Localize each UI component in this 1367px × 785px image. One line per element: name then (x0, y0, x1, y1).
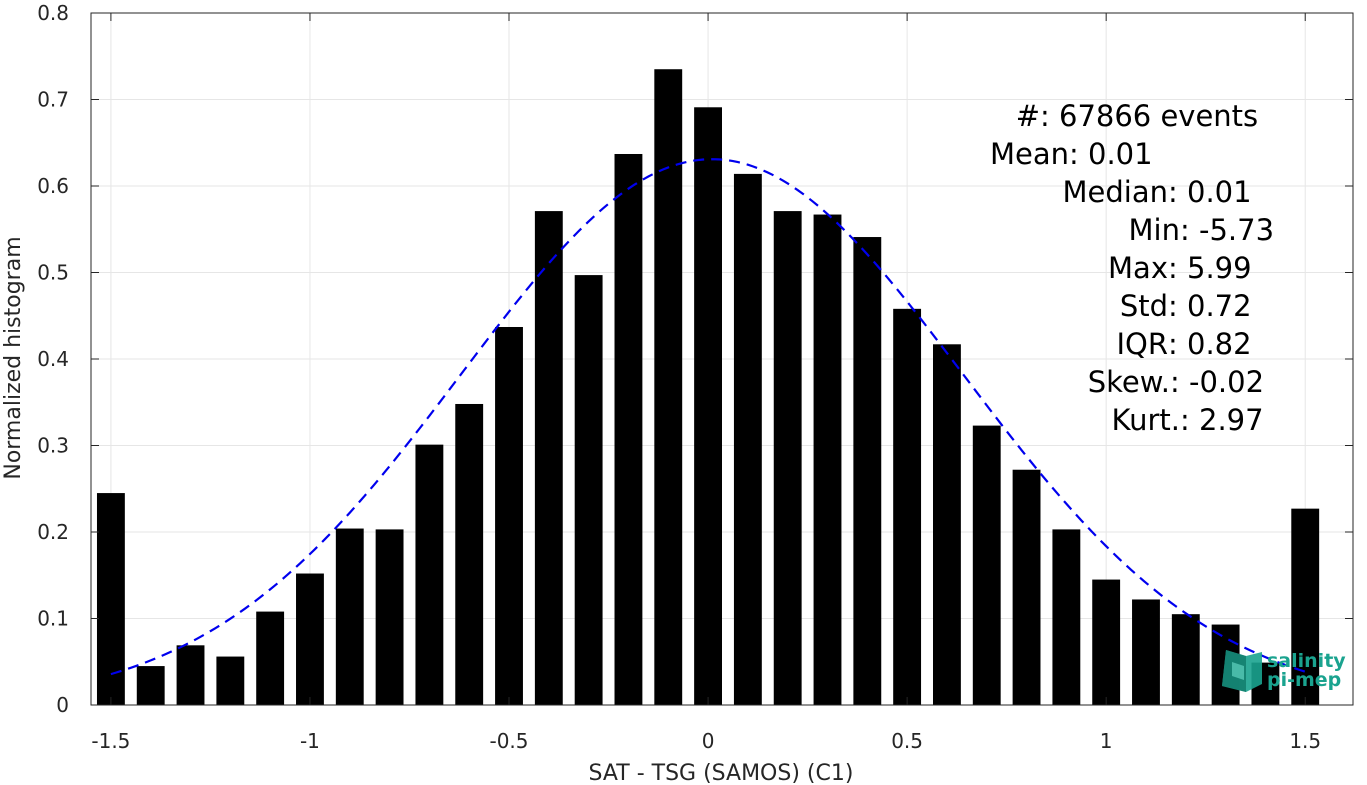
stat-label-8: Kurt. (1112, 403, 1180, 437)
stat-label-6: IQR (1116, 327, 1168, 361)
histogram-bar-5 (296, 573, 324, 705)
stat-label-4: Max (1108, 251, 1168, 285)
stat-label-2: Median (1063, 175, 1168, 209)
y-tick-label-4: 0.4 (37, 347, 69, 371)
stat-label-5: Std (1120, 289, 1168, 323)
histogram-bar-0 (96, 493, 125, 705)
histogram-bar-26 (1132, 599, 1160, 705)
stat-value-1: : 0.01 (1069, 137, 1153, 171)
histogram-bar-15 (694, 107, 722, 705)
histogram-bar-23 (1012, 469, 1041, 705)
histogram-bar-9 (455, 403, 484, 705)
stat-value-5: : 0.72 (1168, 289, 1252, 323)
stat-value-8: : 2.97 (1180, 403, 1264, 437)
histogram-bar-11 (534, 211, 563, 705)
x-axis-label: SAT - TSG (SAMOS) (C1) (589, 761, 854, 785)
gaussian-fit-curve (110, 158, 1306, 676)
histogram-bar-27 (1171, 614, 1200, 705)
y-axis-label: Normalized histogram (1, 236, 26, 479)
stat-label-1: Mean (990, 137, 1069, 171)
y-tick-label-2: 0.2 (37, 520, 69, 544)
y-tick-label-0: 0 (56, 693, 69, 717)
y-tick-label-6: 0.6 (37, 174, 69, 198)
logo-text-line2: pi-mep (1267, 669, 1341, 691)
x-tick-label-0: -1.5 (91, 729, 130, 753)
histogram-bar-8 (415, 444, 444, 705)
x-axis-ticks: -1.5 -1 -0.5 0 0.5 1 1.5 (91, 13, 1321, 753)
histogram-bar-2 (176, 645, 205, 705)
stat-label-0: # (1016, 99, 1040, 133)
histogram-bar-4 (256, 611, 285, 705)
y-tick-label-7: 0.7 (37, 88, 69, 112)
stat-value-0: : 67866 events (1040, 99, 1258, 133)
histogram-bar-16 (733, 173, 762, 705)
histogram-bar-24 (1052, 529, 1081, 705)
y-axis-ticks: 0 0.1 0.2 0.3 0.4 0.5 0.6 0.7 0.8 (37, 1, 1353, 717)
histogram-bar-12 (574, 275, 603, 705)
x-tick-label-2: -0.5 (489, 729, 528, 753)
histogram-bar-6 (335, 528, 364, 705)
x-tick-label-4: 0.5 (891, 729, 923, 753)
histogram-bar-21 (932, 344, 961, 705)
histogram-bar-22 (972, 425, 1001, 705)
histogram-bar-18 (813, 214, 842, 706)
stat-value-4: : 5.99 (1168, 251, 1252, 285)
histogram-bar-19 (853, 237, 882, 705)
histogram-bar-14 (654, 69, 683, 706)
histogram-bar-3 (216, 656, 245, 705)
histogram-bar-30 (1291, 508, 1320, 705)
y-tick-label-5: 0.5 (37, 261, 69, 285)
histogram-bar-17 (773, 211, 802, 705)
histogram-bar-7 (375, 529, 404, 705)
histogram-bar-1 (136, 666, 165, 705)
salinity-pi-mep-logo: salinity pi-mep (1222, 650, 1346, 692)
x-tick-label-1: -1 (300, 729, 320, 753)
x-tick-label-6: 1.5 (1289, 729, 1321, 753)
y-tick-label-1: 0.1 (37, 607, 69, 631)
stat-label-7: Skew. (1088, 365, 1170, 399)
y-tick-label-3: 0.3 (37, 434, 69, 458)
stat-value-6: : 0.82 (1168, 327, 1252, 361)
histogram-bar-20 (893, 308, 922, 705)
stat-value-7: : -0.02 (1170, 365, 1264, 399)
stat-label-3: Min (1129, 213, 1180, 247)
histogram-bar-10 (495, 326, 523, 705)
y-tick-label-8: 0.8 (37, 1, 69, 25)
logo-cube-icon (1222, 650, 1262, 692)
x-tick-label-5: 1 (1100, 729, 1113, 753)
histogram-bars (96, 69, 1320, 706)
histogram-bar-13 (614, 153, 643, 705)
stat-value-2: : 0.01 (1168, 175, 1252, 209)
x-tick-label-3: 0 (702, 729, 715, 753)
logo-text-line1: salinity (1267, 650, 1346, 672)
stat-value-3: : -5.73 (1180, 213, 1274, 247)
histogram-bar-25 (1092, 579, 1121, 705)
